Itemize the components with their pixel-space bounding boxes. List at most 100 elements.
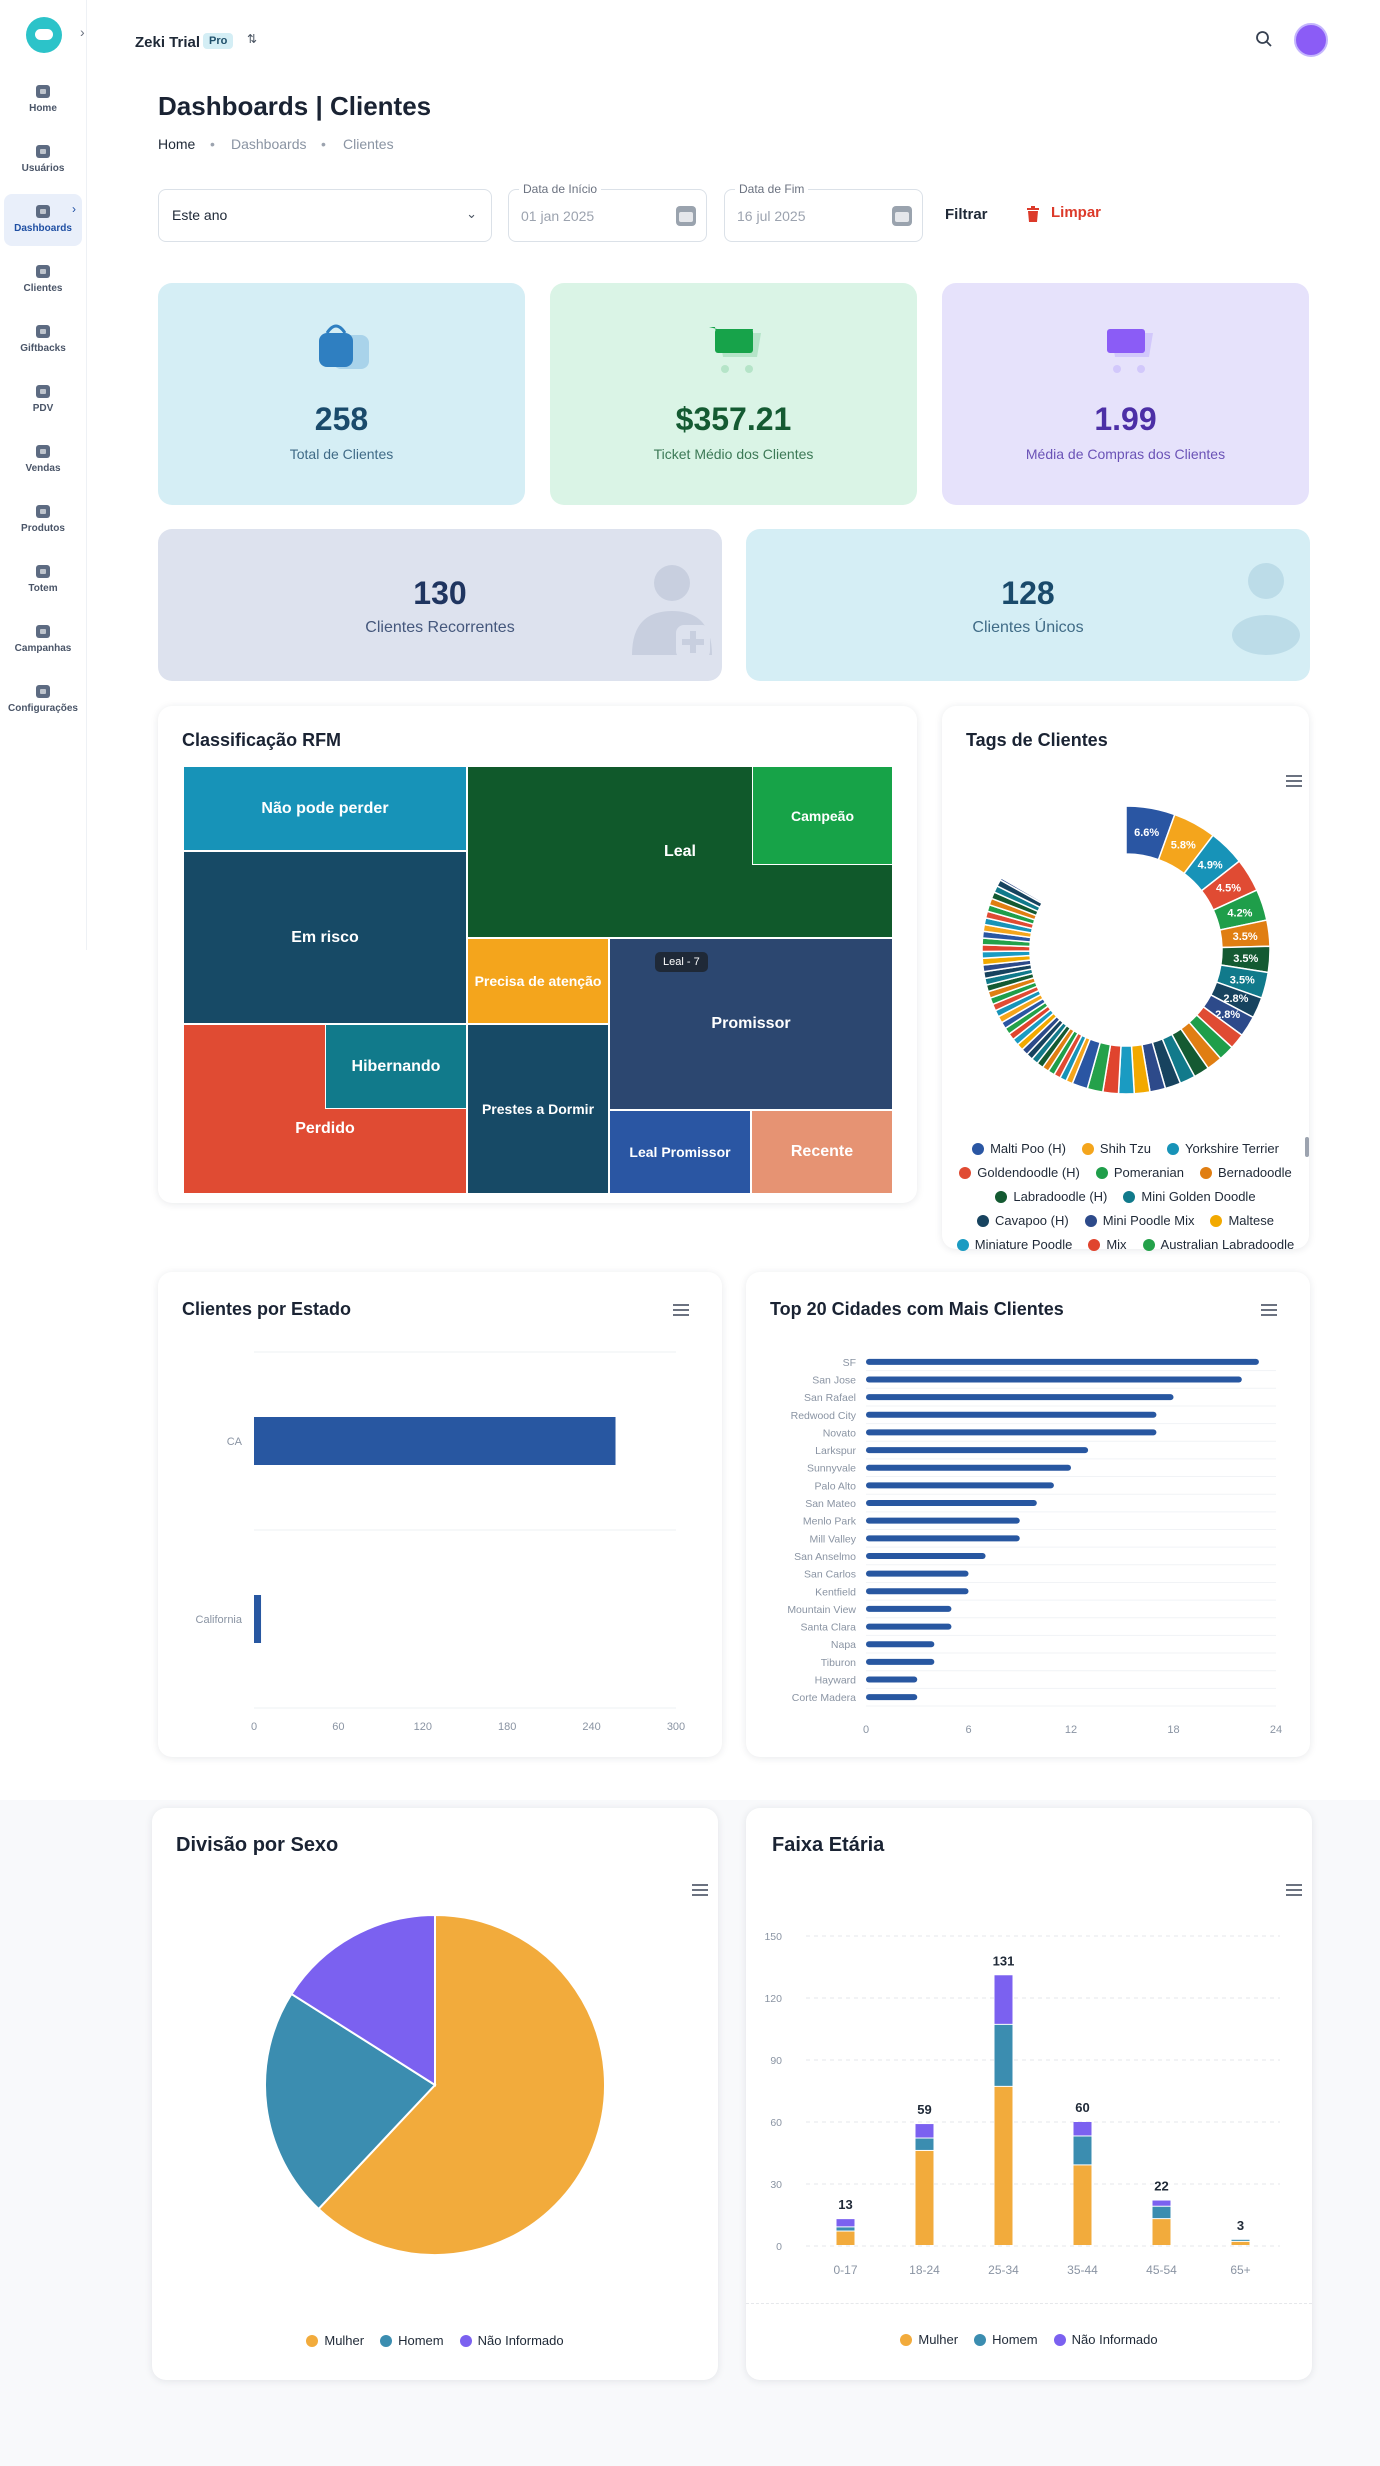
donut-slice[interactable]: [999, 876, 1044, 905]
sidebar-item-campanhas[interactable]: Campanhas: [4, 614, 82, 666]
legend-item[interactable]: Goldendoodle (H): [959, 1162, 1080, 1184]
menu-icon[interactable]: [692, 1884, 708, 1896]
bar-segment[interactable]: [1231, 2239, 1250, 2241]
menu-icon[interactable]: [1261, 1304, 1277, 1316]
bar[interactable]: [254, 1417, 616, 1465]
menu-icon[interactable]: [673, 1304, 689, 1316]
menu-icon[interactable]: [1286, 775, 1302, 787]
bar-segment[interactable]: [915, 2150, 934, 2245]
bar[interactable]: [866, 1570, 969, 1577]
search-icon[interactable]: [1255, 30, 1273, 48]
legend-item[interactable]: Bernadoodle: [1200, 1162, 1292, 1184]
bar[interactable]: [866, 1482, 1054, 1489]
legend-item[interactable]: Mix: [1088, 1234, 1127, 1256]
legend-item[interactable]: Não Informado: [459, 2333, 564, 2348]
legend-item[interactable]: Mini Poodle Mix: [1084, 1210, 1194, 1232]
breadcrumb-home[interactable]: Home: [158, 136, 196, 152]
bar[interactable]: [254, 1595, 262, 1643]
bar-segment[interactable]: [1152, 2206, 1171, 2219]
legend-item[interactable]: Mulher: [306, 2333, 364, 2348]
legend-item[interactable]: Labradoodle (H): [995, 1186, 1107, 1208]
bar[interactable]: [866, 1658, 935, 1665]
bar-segment[interactable]: [1073, 2136, 1092, 2165]
bar-segment[interactable]: [836, 2227, 855, 2231]
legend-item[interactable]: Mini Golden Doodle: [1123, 1186, 1256, 1208]
sidebar-item-dashboards[interactable]: Dashboards ›: [4, 194, 82, 246]
workspace-switch-icon[interactable]: ⇅: [247, 32, 258, 46]
rfm-segment[interactable]: Campeão: [752, 766, 893, 865]
bar-segment[interactable]: [836, 2219, 855, 2227]
rfm-segment[interactable]: Em risco: [183, 851, 467, 1024]
sidebar-item-totem[interactable]: Totem: [4, 554, 82, 606]
bar-segment[interactable]: [915, 2138, 934, 2150]
legend-item[interactable]: Shih Tzu: [1081, 1138, 1151, 1160]
legend-item[interactable]: Homem: [974, 2332, 1038, 2347]
end-date-field[interactable]: Data de Fim 16 jul 2025: [724, 182, 923, 242]
trash-icon[interactable]: [1026, 206, 1040, 222]
legend-item[interactable]: Não Informado: [1053, 2332, 1158, 2347]
rfm-segment[interactable]: Prestes a Dormir: [467, 1024, 609, 1194]
rfm-segment[interactable]: Precisa de atenção: [467, 938, 609, 1024]
period-select[interactable]: Este ano ⌄: [158, 189, 492, 242]
filter-button[interactable]: Filtrar: [945, 206, 988, 223]
legend-item[interactable]: Maltese: [1210, 1210, 1274, 1232]
bar[interactable]: [866, 1411, 1157, 1418]
sidebar-toggle-icon[interactable]: ›: [80, 24, 85, 40]
bar[interactable]: [866, 1641, 935, 1648]
menu-icon[interactable]: [1286, 1884, 1302, 1896]
bar-segment[interactable]: [915, 2124, 934, 2138]
sidebar-item-configuraes[interactable]: Configurações: [4, 674, 82, 726]
bar[interactable]: [866, 1588, 969, 1595]
bar-segment[interactable]: [1231, 2241, 1250, 2245]
bar-segment[interactable]: [1073, 2165, 1092, 2245]
bar[interactable]: [866, 1376, 1242, 1383]
legend-item[interactable]: Homem: [380, 2333, 444, 2348]
legend-item[interactable]: Miniature Poodle: [956, 1234, 1072, 1256]
workspace-name[interactable]: Zeki Trial: [135, 34, 201, 51]
rfm-segment[interactable]: Leal Promissor: [609, 1110, 751, 1194]
legend-scrollbar[interactable]: [1305, 1137, 1309, 1157]
pie-slice[interactable]: [290, 1913, 436, 2087]
bar-segment[interactable]: [994, 2086, 1013, 2245]
rfm-segment[interactable]: Recente: [751, 1110, 893, 1194]
sidebar-item-produtos[interactable]: Produtos: [4, 494, 82, 546]
rfm-segment[interactable]: Não pode perder: [183, 766, 467, 851]
legend-item[interactable]: Cavapoo (H): [977, 1210, 1069, 1232]
start-date-field[interactable]: Data de Início 01 jan 2025: [508, 182, 707, 242]
rfm-segment[interactable]: Hibernando: [325, 1024, 467, 1109]
bar[interactable]: [866, 1535, 1020, 1542]
bar-segment[interactable]: [836, 2231, 855, 2245]
legend-item[interactable]: Yorkshire Terrier: [1167, 1138, 1279, 1160]
bar[interactable]: [866, 1517, 1020, 1524]
rfm-segment[interactable]: Promissor: [609, 938, 893, 1110]
legend-item[interactable]: Malti Poo (H): [972, 1138, 1066, 1160]
bar[interactable]: [866, 1429, 1157, 1436]
bar-segment[interactable]: [1152, 2200, 1171, 2206]
bar[interactable]: [866, 1605, 952, 1612]
bar-segment[interactable]: [994, 2024, 1013, 2086]
bar[interactable]: [866, 1394, 1174, 1401]
bar[interactable]: [866, 1552, 986, 1559]
legend-item[interactable]: Pomeranian: [1095, 1162, 1184, 1184]
bar[interactable]: [866, 1358, 1259, 1365]
sidebar-item-usurios[interactable]: Usuários: [4, 134, 82, 186]
bar[interactable]: [866, 1623, 952, 1630]
pie-slice[interactable]: [264, 1992, 437, 2211]
sidebar-item-pdv[interactable]: PDV: [4, 374, 82, 426]
bar-segment[interactable]: [994, 1975, 1013, 2024]
bar-segment[interactable]: [1152, 2219, 1171, 2245]
bar[interactable]: [866, 1464, 1071, 1471]
sidebar-item-giftbacks[interactable]: Giftbacks: [4, 314, 82, 366]
bar[interactable]: [866, 1694, 918, 1701]
bar[interactable]: [866, 1447, 1089, 1454]
logo[interactable]: [26, 17, 62, 53]
pie-slice[interactable]: [317, 1913, 606, 2256]
bar-segment[interactable]: [1073, 2122, 1092, 2136]
legend-item[interactable]: Mulher: [900, 2332, 958, 2347]
avatar[interactable]: [1294, 23, 1328, 57]
sidebar-item-clientes[interactable]: Clientes: [4, 254, 82, 306]
calendar-icon[interactable]: [676, 206, 696, 226]
clear-button[interactable]: Limpar: [1051, 204, 1102, 221]
bar[interactable]: [866, 1500, 1037, 1507]
breadcrumb-dashboards[interactable]: Dashboards: [231, 136, 307, 152]
